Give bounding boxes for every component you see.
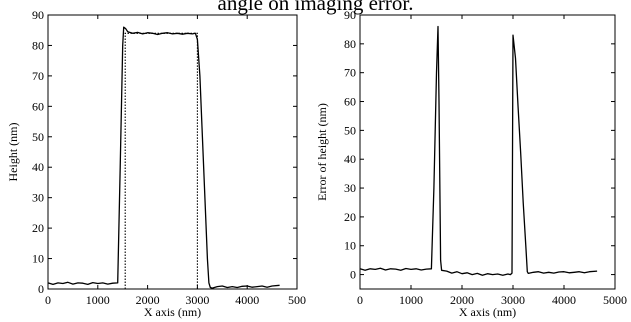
y-tick-label: 10 [344,239,356,253]
height-error-chart: 0 1000 2000 3000 4000 5000 0 10 20 30 40 50 60 70 80 90… [316,8,627,319]
x-tick-label: 0 [45,293,51,307]
y-tick-label: 60 [32,99,44,113]
y-tick-label: 30 [32,191,44,205]
y-tick-label: 60 [344,95,356,109]
y-tick-label: 10 [32,252,44,266]
y-tick-label: 50 [344,123,356,137]
x-tick-label: 2000 [136,293,160,307]
y-tick-label: 70 [344,66,356,80]
y-tick-label: 80 [344,37,356,51]
y-tick-label: 90 [32,8,44,22]
x-tick-label: 3000 [185,293,209,307]
measured-profile-line [47,26,280,289]
height-chart: 0 1000 2000 3000 4000 5000102030405060708090X… [6,8,306,319]
plot-frame [359,14,616,290]
x-tick-label: 1000 [399,293,423,307]
y-tick-label: 0 [38,282,44,296]
x-tick-label: 4000 [552,293,576,307]
y-tick-label: 50 [32,130,44,144]
x-axis-label: X axis (nm) [459,305,516,319]
x-tick-label: 1000 [86,293,110,307]
y-tick-label: 80 [32,38,44,52]
y-axis-label: Error of height (nm) [316,103,329,201]
y-tick-label: 70 [32,69,44,83]
y-tick-label: 0 [350,268,356,282]
y-tick-label: 20 [32,221,44,235]
x-tick-label: 2000 [450,293,474,307]
y-tick-label: 20 [344,210,356,224]
x-tick-label: 0 [357,293,363,307]
x-axis-label: X axis (nm) [144,305,201,319]
x-tick-label: 4000 [235,293,259,307]
y-axis-label: Height (nm) [6,123,20,182]
measured-profile-line [359,25,598,276]
y-tick-label: 90 [344,8,356,22]
reference-profile-line [124,32,198,289]
y-tick-label: 40 [32,160,44,174]
y-tick-label: 30 [344,181,356,195]
x-tick-label: 3000 [501,293,525,307]
plot-frame [47,14,298,290]
figure-caption: angle on imaging error. [217,0,414,15]
x-tick-label: 5000 [603,293,627,307]
y-tick-label: 40 [344,152,356,166]
x-tick-label: 500 [288,293,306,307]
